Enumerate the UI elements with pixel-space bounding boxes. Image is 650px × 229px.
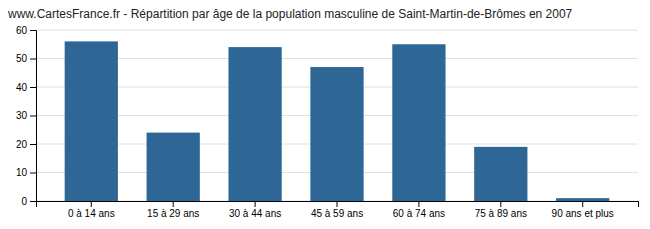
tick-label: 50 — [16, 53, 28, 64]
tick: 30 à 44 ans — [229, 201, 281, 219]
tick-label: 75 à 89 ans — [475, 208, 527, 219]
tick-label: 0 — [21, 196, 27, 207]
tick-label: 30 à 44 ans — [229, 208, 281, 219]
tick-label: 10 — [16, 167, 28, 178]
tick-mark — [500, 201, 501, 207]
bar — [65, 41, 118, 201]
plot: 0 10 20 30 40 50 60 0 à 14 ans 15 à 29 ans 30 à 4… — [16, 25, 639, 219]
tick: 75 à 89 ans — [475, 201, 527, 219]
tick-label: 60 — [16, 25, 28, 36]
tick: 20 — [16, 139, 36, 150]
grid — [36, 30, 638, 201]
axis-line — [37, 202, 639, 208]
tick-mark — [30, 30, 36, 31]
tick-label: 90 ans et plus — [552, 208, 614, 219]
tick-mark — [91, 201, 92, 207]
bar — [147, 133, 200, 201]
tick-label: 30 — [16, 110, 28, 121]
grid-line — [36, 30, 638, 31]
tick-label: 20 — [16, 139, 28, 150]
axis-line — [30, 31, 37, 202]
tick-mark — [30, 87, 36, 88]
tick-label: 60 à 74 ans — [393, 208, 445, 219]
tick-label: 0 à 14 ans — [68, 208, 115, 219]
tick: 90 ans et plus — [552, 201, 614, 219]
tick: 10 — [16, 167, 36, 178]
tick-label: 40 — [16, 82, 28, 93]
tick: 0 à 14 ans — [68, 201, 115, 219]
tick: 50 — [16, 53, 36, 64]
tick-mark — [582, 201, 583, 207]
tick-label: 15 à 29 ans — [147, 208, 199, 219]
marks — [65, 41, 610, 201]
tick-mark — [30, 201, 36, 202]
tick: 15 à 29 ans — [147, 201, 199, 219]
tick-mark — [30, 144, 36, 145]
bar — [310, 67, 363, 201]
y-axis: 0 10 20 30 40 50 60 — [16, 25, 37, 207]
tick-mark — [30, 59, 36, 60]
tick: 30 — [16, 110, 36, 121]
tick: 45 à 59 ans — [311, 201, 363, 219]
grid-line — [36, 58, 638, 59]
tick-mark — [337, 201, 338, 207]
tick-mark — [418, 201, 419, 207]
title: www.CartesFrance.fr - Répartition par âg… — [7, 7, 573, 21]
tick: 60 à 74 ans — [393, 201, 445, 219]
tick: 0 — [21, 196, 36, 207]
chart: www.CartesFrance.fr - Répartition par âg… — [0, 0, 650, 229]
bar — [556, 198, 609, 201]
tick-mark — [173, 201, 174, 207]
bar — [392, 44, 445, 201]
x-axis: 0 à 14 ans 15 à 29 ans 30 à 44 ans 45 à 59 … — [37, 201, 639, 219]
tick: 60 — [16, 25, 36, 36]
tick-mark — [30, 116, 36, 117]
tick-mark — [30, 173, 36, 174]
bar — [474, 147, 527, 201]
bar — [228, 47, 281, 201]
tick-mark — [255, 201, 256, 207]
tick-label: 45 à 59 ans — [311, 208, 363, 219]
tick: 40 — [16, 82, 36, 93]
